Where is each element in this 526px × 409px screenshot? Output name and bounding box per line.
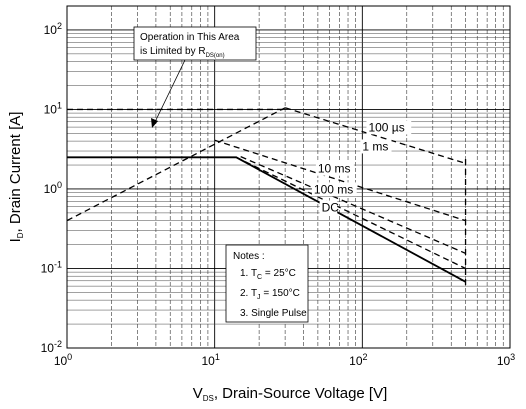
curve-label: 100 µs (368, 120, 404, 134)
note-1-suffix: = 25°C (262, 268, 296, 279)
note-item-1: 1. TC = 25°C (240, 268, 296, 281)
annotation-subscript: DS(on) (206, 53, 225, 59)
x-tick-label: 103 (497, 352, 515, 368)
notes-frame (225, 244, 309, 323)
curve-label-bg (315, 161, 354, 176)
note-2-suffix: = 150°C (261, 288, 300, 299)
series-line (214, 139, 466, 222)
note-1-prefix: 1. T (240, 268, 257, 279)
annotation-box (133, 26, 257, 61)
annotation-arrow (154, 59, 186, 123)
curve-labels: 100 µs 1 ms 10 ms 100 ms DC (311, 120, 412, 215)
y-tick-label: 10-1 (41, 259, 62, 275)
annotation-arrowhead (151, 118, 158, 128)
series-line (240, 156, 466, 254)
annotation-line-1: Operation in This Area (140, 32, 240, 43)
y-tick-label: 10-2 (41, 339, 62, 355)
notes-box: Notes : 1. TC = 25°C 2. TJ = 150°C 3. Si… (225, 244, 309, 323)
annotation-line-2: is Limited by RDS(on) (140, 46, 225, 59)
x-tick-label: 102 (349, 352, 367, 368)
y-tick-label: 101 (44, 100, 62, 116)
y-axis-title: ID, Drain Current [A] (7, 112, 25, 243)
note-item-2: 2. TJ = 150°C (240, 288, 300, 301)
curve-label-bg (319, 200, 338, 215)
note-3-text: 3. Single Pulse (240, 308, 307, 319)
y-title-rest: , Drain Current [A] (7, 112, 24, 233)
annotation-line-2-text: is Limited by R (140, 46, 206, 57)
curve-label-bg (360, 139, 392, 154)
curve-label: 10 ms (318, 162, 351, 176)
curve-label-bg (366, 120, 412, 135)
y-tick-label: 100 (44, 180, 62, 196)
y-tick-label: 102 (44, 21, 62, 37)
x-tick-label: 101 (201, 352, 219, 368)
curve-label: 100 ms (314, 182, 353, 196)
limit-lines (66, 107, 467, 285)
x-axis-title: VDS, Drain-Source Voltage [V] (193, 385, 388, 403)
curve-label: DC (322, 201, 340, 215)
x-title-sub: DS (203, 394, 214, 403)
x-title-main: V (193, 385, 203, 402)
y-title-main: I (7, 238, 24, 242)
notes-title: Notes : (233, 251, 265, 262)
x-tick-label: 100 (54, 352, 72, 368)
x-title-rest: , Drain-Source Voltage [V] (214, 385, 387, 402)
series-line (235, 156, 466, 270)
series-lines (67, 107, 466, 283)
note-2-sub: J (257, 294, 261, 301)
note-2-prefix: 2. T (240, 288, 257, 299)
note-item-3: 3. Single Pulse (240, 308, 307, 319)
rds-limit-line (66, 107, 286, 222)
curve-label: 1 ms (362, 139, 388, 153)
curve-label-bg (311, 182, 357, 197)
series-line (284, 107, 466, 164)
rds-annotation: Operation in This Area is Limited by RDS… (133, 26, 257, 128)
note-1-sub: C (257, 274, 262, 281)
series-line (67, 156, 466, 283)
plot-frame (66, 5, 511, 349)
y-title-sub: D (16, 232, 25, 238)
tick-labels: 100 101 102 103 10-2 10-1 100 101 102 (41, 21, 516, 368)
